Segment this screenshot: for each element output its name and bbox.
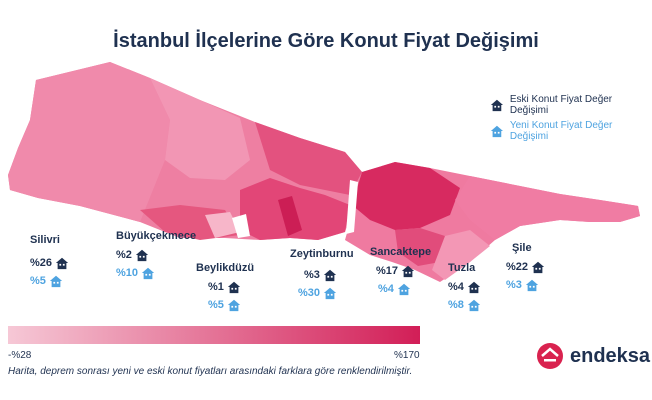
new-change: %5 xyxy=(208,299,224,311)
new-change: %30 xyxy=(298,287,321,299)
endeksa-logo-icon xyxy=(537,343,563,369)
house-light-icon xyxy=(525,279,539,292)
scale-min-label: -%28 xyxy=(8,350,32,361)
district-label-tuzla: Tuzla %4 %8 xyxy=(448,262,528,314)
brand-logo: endeksa xyxy=(536,342,650,370)
district-label-sile: Şile %22 %3 xyxy=(506,242,586,294)
district-eyup-sariyer xyxy=(255,122,362,195)
district-beykoz xyxy=(352,162,460,230)
new-change: %10 xyxy=(116,267,139,279)
district-name: Silivri xyxy=(30,234,60,246)
old-change: %3 xyxy=(304,269,320,281)
house-dark-icon xyxy=(135,249,149,262)
house-dark-icon xyxy=(323,269,337,282)
district-name: Şile xyxy=(512,242,532,254)
house-dark-icon xyxy=(467,281,481,294)
house-light-icon xyxy=(467,299,481,312)
district-sile xyxy=(455,176,640,240)
old-change: %22 xyxy=(506,261,529,273)
house-dark-icon xyxy=(55,257,69,270)
old-change: %17 xyxy=(376,265,399,277)
district-name: Sancaktepe xyxy=(370,246,432,258)
district-label-zeytinburnu: Zeytinburnu %3 %30 xyxy=(290,248,370,302)
house-dark-icon xyxy=(490,99,504,112)
district-label-silivri: Silivri %26 %5 xyxy=(30,234,110,290)
district-silivri-catalca xyxy=(8,62,170,222)
new-change: %3 xyxy=(506,279,522,291)
district-esenyurt xyxy=(205,212,240,238)
bosphorus-strait xyxy=(346,180,358,234)
map-footnote: Harita, deprem sonrası yeni ve eski konu… xyxy=(8,366,413,377)
color-scale-bar xyxy=(8,326,420,344)
scale-max-label: %170 xyxy=(394,350,420,361)
old-change: %2 xyxy=(116,249,132,261)
house-light-icon xyxy=(323,287,337,300)
lake-kucukcekmece xyxy=(232,214,250,238)
district-name: Beylikdüzü xyxy=(196,262,255,274)
brand-name: endeksa xyxy=(570,344,651,367)
legend-new-label: Yeni Konut Fiyat Değer Değişimi xyxy=(509,120,613,142)
district-name: Tuzla xyxy=(448,262,476,274)
house-dark-icon xyxy=(401,265,415,278)
old-change: %4 xyxy=(448,281,464,293)
house-light-icon xyxy=(227,299,241,312)
house-dark-icon xyxy=(531,261,545,274)
district-tuzla-pendik xyxy=(432,230,490,280)
legend-old-price: Eski Konut Fiyat Değer Değişimi xyxy=(490,94,652,116)
house-dark-icon xyxy=(227,281,241,294)
house-light-icon xyxy=(49,275,63,288)
old-change: %26 xyxy=(30,257,53,269)
district-sancaktepe xyxy=(395,228,445,266)
house-light-icon xyxy=(490,125,503,138)
old-change: %1 xyxy=(208,281,224,293)
legend-new-price: Yeni Konut Fiyat Değer Değişimi xyxy=(490,120,652,142)
new-change: %4 xyxy=(378,283,394,295)
district-label-beylikduzu: Beylikdüzü %1 %5 xyxy=(196,262,276,314)
house-light-icon xyxy=(397,283,411,296)
district-name: Zeytinburnu xyxy=(290,248,354,260)
district-label-buyukcekmece: Büyükçekmece %2 %10 xyxy=(116,230,206,282)
district-darkest-central xyxy=(278,196,302,236)
house-light-icon xyxy=(141,267,155,280)
new-change: %8 xyxy=(448,299,464,311)
legend-old-label: Eski Konut Fiyat Değer Değişimi xyxy=(509,94,613,116)
map-title: İstanbul İlçelerine Göre Konut Fiyat Değ… xyxy=(113,30,539,52)
district-arnavutkoy xyxy=(150,78,250,180)
new-change: %5 xyxy=(30,275,46,287)
district-name: Büyükçekmece xyxy=(116,230,197,242)
district-label-sancaktepe: Sancaktepe %17 %4 xyxy=(370,246,450,298)
